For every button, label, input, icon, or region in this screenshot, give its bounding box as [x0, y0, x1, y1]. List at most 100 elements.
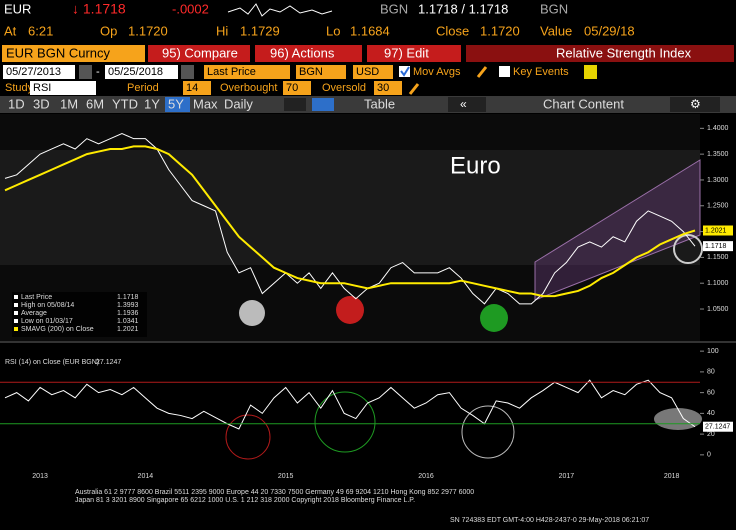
- mov-avgs[interactable]: Mov Avgs: [413, 66, 461, 78]
- last-value-label: 1.2021: [705, 227, 727, 234]
- period[interactable]: 14: [186, 82, 198, 94]
- x-tick-label: 2016: [418, 473, 434, 480]
- edit-menu[interactable]: 97) Edit: [384, 45, 429, 60]
- bid-ask: 1.1718 / 1.1718: [418, 1, 508, 16]
- overbought-label: Overbought: [220, 82, 277, 94]
- quote-row: At 6:21 Op 1.1720 Hi 1.1729 Lo 1.1684 Cl…: [4, 23, 635, 38]
- x-tick-label: 2017: [559, 473, 575, 480]
- y-tick-label: 1.0500: [707, 306, 729, 313]
- y-tick-label: 1.3500: [707, 151, 729, 158]
- rsi-title: RSI (14) on Close (EUR BGN): [5, 359, 99, 366]
- y-tick-label: 1.4000: [707, 125, 729, 132]
- legend-value: 1.1936: [117, 310, 139, 317]
- rsi-title-value: 27.1247: [96, 359, 121, 366]
- period-button[interactable]: 1M: [60, 96, 78, 111]
- period-button[interactable]: 6M: [86, 96, 104, 111]
- x-tick-label: 2018: [664, 473, 680, 480]
- study-label: Study: [5, 82, 34, 94]
- legend-label: Average: [21, 310, 47, 317]
- dash: -: [96, 66, 100, 78]
- label: Op: [100, 23, 117, 38]
- label: Close: [436, 23, 469, 38]
- series-line: [4, 132, 696, 305]
- frequency[interactable]: Daily: [224, 96, 253, 111]
- value: 1.1729: [240, 23, 280, 38]
- value: 05/29/18: [584, 23, 635, 38]
- y-tick-label: 40: [707, 410, 715, 417]
- collapse[interactable]: «: [460, 97, 467, 111]
- y-tick-label: 60: [707, 389, 715, 396]
- currency: BGN: [540, 1, 568, 16]
- legend-swatch: [14, 319, 18, 323]
- compare-menu[interactable]: 95) Compare: [162, 45, 238, 60]
- label: Value: [540, 23, 572, 38]
- period-button[interactable]: 1Y: [144, 96, 160, 111]
- field[interactable]: Last Price: [207, 66, 256, 78]
- legend-value: 1.2021: [117, 326, 139, 333]
- series-line: [4, 379, 696, 430]
- value: 1.1684: [350, 23, 390, 38]
- value: 6:21: [28, 23, 53, 38]
- legend-label: Low on 01/03/17: [21, 318, 73, 325]
- y-tick-label: 1.3000: [707, 177, 729, 184]
- legend-value: 1.1718: [117, 294, 139, 301]
- value: 1.1720: [480, 23, 520, 38]
- oversold[interactable]: 30: [377, 82, 389, 94]
- last-value-label: 27.1247: [705, 424, 730, 431]
- legend-swatch: [14, 303, 18, 307]
- settings-gear[interactable]: ⚙: [690, 97, 701, 111]
- ticker: EUR: [4, 1, 31, 16]
- start-date[interactable]: 05/27/2013: [6, 66, 61, 78]
- y-tick-label: 0: [707, 452, 711, 459]
- chart-content[interactable]: Chart Content: [543, 96, 624, 111]
- series-line: [4, 145, 696, 298]
- legend-label: High on 05/08/14: [21, 302, 74, 309]
- last-value-tag: [703, 241, 733, 252]
- end-date[interactable]: 05/25/2018: [108, 66, 163, 78]
- legend-swatch: [14, 295, 18, 299]
- label: At: [4, 23, 17, 38]
- footer-line: SN 724383 EDT GMT-4:00 H428-2437-0 29-Ma…: [450, 517, 649, 524]
- actions-menu[interactable]: 96) Actions: [270, 45, 335, 60]
- period-button[interactable]: Max: [193, 96, 218, 111]
- legend-swatch: [14, 311, 18, 315]
- legend-value: 1.3993: [117, 302, 139, 309]
- x-tick-label: 2015: [278, 473, 294, 480]
- legend-value: 1.0341: [117, 318, 139, 325]
- chart: Euro RSI (14) on Close (EUR BGN) 1.0500 1…: [0, 114, 736, 480]
- period-button[interactable]: 5Y: [168, 96, 184, 111]
- legend-label: SMAVG (200) on Close: [21, 326, 94, 333]
- legend-swatch: [14, 327, 18, 331]
- label: Lo: [326, 23, 340, 38]
- y-tick-label: 80: [707, 369, 715, 376]
- key-events[interactable]: Key Events: [513, 66, 569, 78]
- study-name[interactable]: RSI: [33, 82, 51, 94]
- change: -.0002: [172, 1, 209, 16]
- footer: Australia 61 2 9777 8600 Brazil 5511 239…: [75, 489, 649, 524]
- security[interactable]: EUR BGN Curncy: [6, 45, 111, 60]
- last-value-tag: [703, 421, 733, 432]
- y-tick-label: 1.2500: [707, 203, 729, 210]
- y-tick-label: 1.1500: [707, 254, 729, 261]
- sparkline: [227, 3, 333, 17]
- x-tick-label: 2014: [138, 473, 154, 480]
- period-button[interactable]: 1D: [8, 96, 25, 111]
- y-tick-label: 100: [707, 348, 719, 355]
- period-button[interactable]: 3D: [33, 96, 50, 111]
- footer-line: Australia 61 2 9777 8600 Brazil 5511 239…: [75, 489, 474, 496]
- period-label: Period: [127, 82, 159, 94]
- last-value-label: 1.1718: [705, 243, 727, 250]
- period-button[interactable]: YTD: [112, 96, 138, 111]
- legend-label: Last Price: [21, 294, 52, 301]
- fx-select[interactable]: USD: [356, 66, 379, 78]
- price: ↓ 1.1718: [72, 1, 126, 17]
- label: Hi: [216, 23, 228, 38]
- last-value-tag: [703, 225, 733, 236]
- table-button[interactable]: Table: [364, 96, 395, 111]
- annotation: Euro: [450, 152, 501, 179]
- overbought[interactable]: 70: [286, 82, 298, 94]
- x-tick-label: 2013: [32, 473, 48, 480]
- currency-select[interactable]: BGN: [299, 66, 323, 78]
- y-tick-label: 1.1000: [707, 280, 729, 287]
